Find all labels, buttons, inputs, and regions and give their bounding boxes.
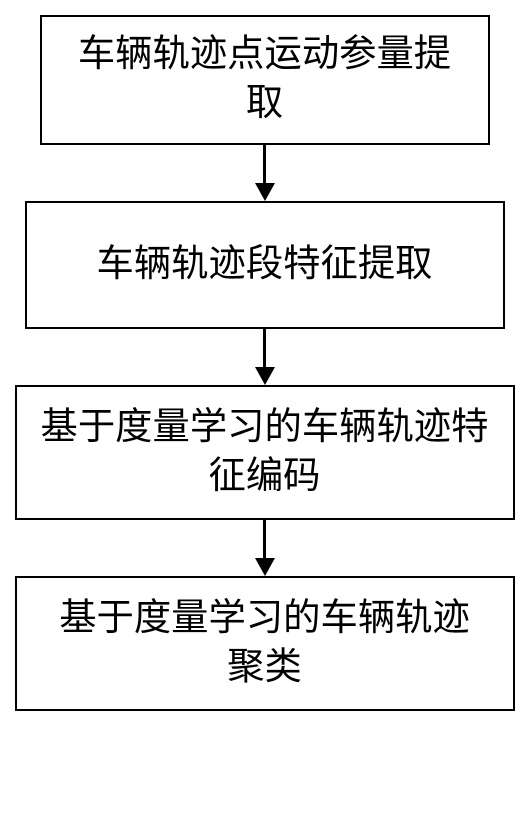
arrow-head-icon xyxy=(255,367,275,385)
node-step-3: 基于度量学习的车辆轨迹特征编码 xyxy=(15,385,515,520)
arrow-line xyxy=(263,520,266,558)
flowchart-container: 车辆轨迹点运动参量提取 车辆轨迹段特征提取 基于度量学习的车辆轨迹特征编码 基于… xyxy=(0,0,529,711)
arrow-3-4 xyxy=(255,520,275,576)
node-step-4: 基于度量学习的车辆轨迹聚类 xyxy=(15,576,515,711)
arrow-head-icon xyxy=(255,558,275,576)
arrow-1-2 xyxy=(255,145,275,201)
node-step-2: 车辆轨迹段特征提取 xyxy=(25,201,505,329)
arrow-2-3 xyxy=(255,329,275,385)
arrow-head-icon xyxy=(255,183,275,201)
node-step-1: 车辆轨迹点运动参量提取 xyxy=(40,15,490,145)
arrow-line xyxy=(263,329,266,367)
arrow-line xyxy=(263,145,266,183)
